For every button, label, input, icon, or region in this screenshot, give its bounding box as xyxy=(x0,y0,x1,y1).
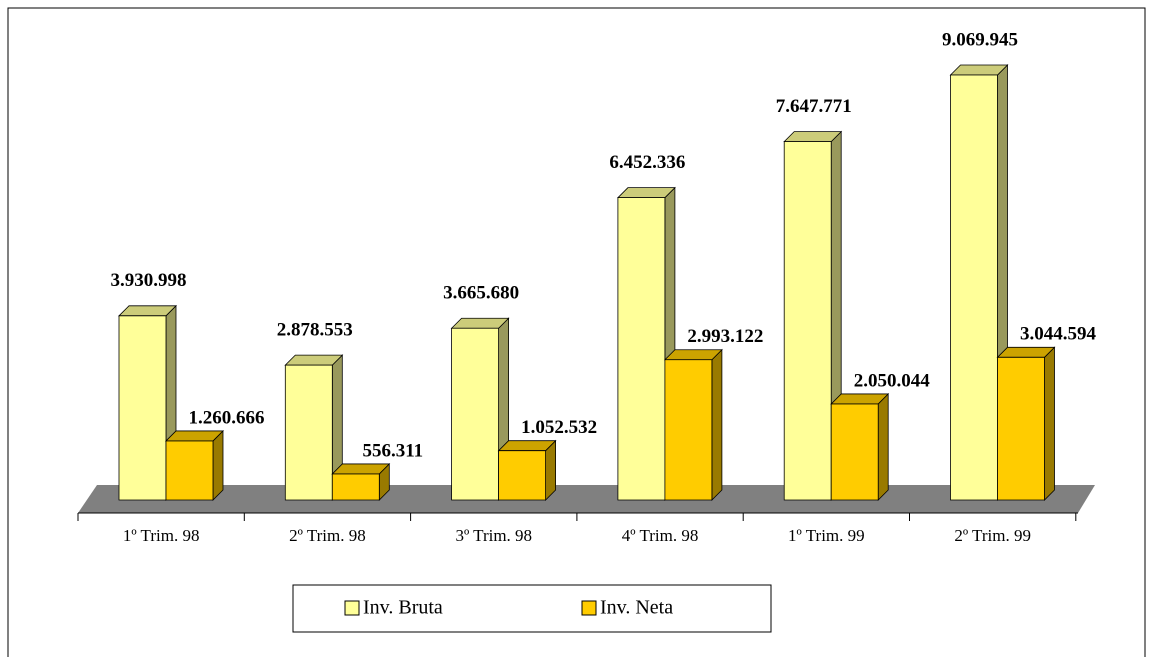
value-label: 7.647.771 xyxy=(776,96,852,117)
bar-face xyxy=(212,429,224,501)
bar-face xyxy=(830,393,890,405)
value-label: 6.452.336 xyxy=(609,152,685,173)
bar-face xyxy=(877,392,889,501)
bar-face xyxy=(996,346,1056,358)
bar-face xyxy=(997,356,1045,501)
legend-label: Inv. Bruta xyxy=(363,597,443,619)
bar-face xyxy=(497,440,557,452)
bar-face xyxy=(451,327,500,501)
value-label: 1.260.666 xyxy=(189,407,265,428)
bar-face xyxy=(830,403,879,501)
x-tick-label: 2º Trim. 98 xyxy=(289,526,366,545)
legend-swatch xyxy=(344,600,360,616)
bar-face xyxy=(284,364,333,501)
bar-face xyxy=(450,317,510,329)
bar xyxy=(331,462,391,501)
bar-face xyxy=(118,305,177,317)
bar xyxy=(830,392,890,501)
value-label: 3.665.680 xyxy=(443,283,519,304)
legend xyxy=(292,584,772,633)
legend-label: Inv. Neta xyxy=(600,597,673,619)
bar-face xyxy=(331,473,380,501)
bar-face xyxy=(331,463,391,475)
bar xyxy=(663,348,723,501)
bar-face xyxy=(284,354,344,366)
chart-border xyxy=(7,7,1146,657)
value-label: 1.052.532 xyxy=(521,417,597,438)
legend-swatch xyxy=(581,600,597,616)
x-tick-label: 1º Trim. 99 xyxy=(788,526,865,545)
bar xyxy=(497,439,557,501)
x-tick-label: 2º Trim. 99 xyxy=(954,526,1031,545)
bar-face xyxy=(711,348,723,501)
value-label: 2.878.553 xyxy=(277,319,353,340)
bar xyxy=(996,346,1056,501)
bar-face xyxy=(165,430,224,442)
value-label: 9.069.945 xyxy=(942,29,1018,50)
bar-face xyxy=(118,315,167,501)
bar-face xyxy=(617,197,666,501)
bar-face xyxy=(783,141,832,501)
bar-face xyxy=(783,131,843,143)
value-label: 3.044.594 xyxy=(1020,324,1097,345)
bar xyxy=(165,429,224,501)
x-tick-label: 4º Trim. 98 xyxy=(622,526,699,545)
bar-face xyxy=(949,64,1009,76)
bar-face xyxy=(498,450,546,501)
bar-face xyxy=(165,440,214,501)
x-tick-label: 1º Trim. 98 xyxy=(123,526,200,545)
value-label: 2.993.122 xyxy=(687,326,763,347)
bar-face xyxy=(664,359,713,501)
floor xyxy=(78,485,1095,513)
x-tick-label: 3º Trim. 98 xyxy=(455,526,532,545)
bar-face xyxy=(616,187,676,199)
bar-face xyxy=(663,349,723,361)
value-label: 556.311 xyxy=(362,440,423,461)
bar-face xyxy=(950,74,998,501)
value-label: 3.930.998 xyxy=(111,270,187,291)
value-label: 2.050.044 xyxy=(854,370,931,391)
bar-face xyxy=(1044,346,1055,501)
bar xyxy=(284,354,344,501)
